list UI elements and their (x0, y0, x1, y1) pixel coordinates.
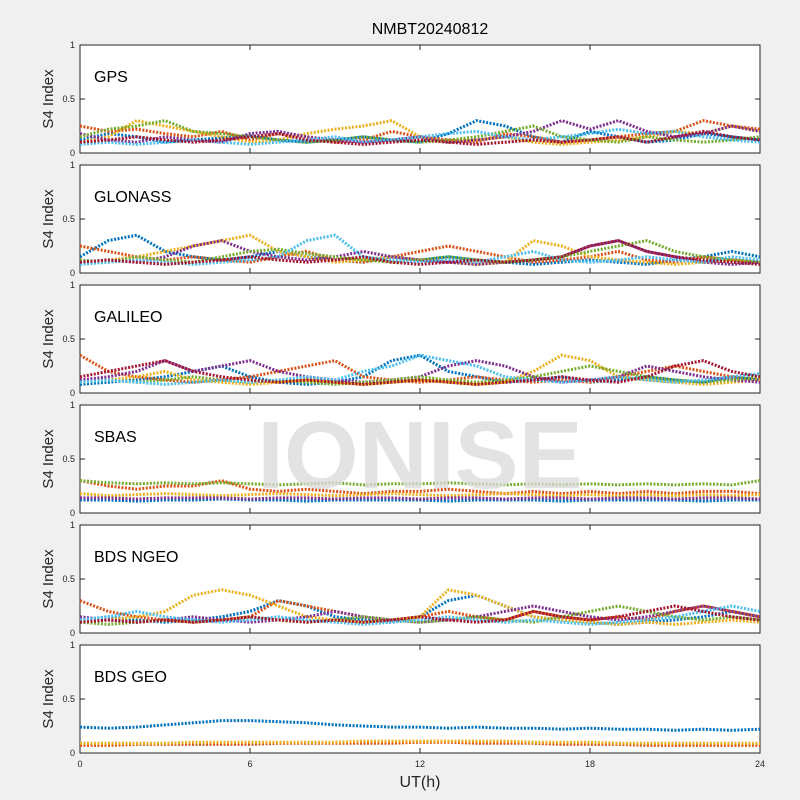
panel-frame (79, 284, 761, 394)
y-tick-label: 0.5 (62, 214, 75, 224)
series-group (79, 119, 761, 146)
y-axis-label: S4 Index (40, 309, 57, 369)
series-2 (79, 119, 761, 144)
series-5 (79, 364, 761, 386)
panel-gps: 0 0.5 1 GPS S4 Index (40, 40, 761, 158)
y-tick-label: 1 (70, 640, 75, 650)
series-7 (79, 129, 761, 146)
y-tick-label: 1 (70, 400, 75, 410)
series-2 (79, 479, 761, 496)
panel-label: GLONASS (94, 189, 171, 206)
panel-label: BDS NGEO (94, 549, 178, 566)
series-5 (79, 479, 761, 487)
x-tick-label: 18 (585, 759, 595, 769)
y-tick-label: 0 (70, 508, 75, 518)
series-1 (79, 119, 761, 144)
y-tick-label: 1 (70, 40, 75, 50)
y-tick-label: 1 (70, 280, 75, 290)
series-5 (79, 119, 761, 144)
y-tick-label: 0 (70, 748, 75, 758)
series-5 (79, 239, 761, 264)
series-2 (79, 244, 761, 264)
y-tick-label: 0.5 (62, 94, 75, 104)
x-axis-label: UT(h) (400, 774, 441, 791)
series-1 (79, 719, 761, 732)
series-3 (79, 492, 761, 498)
x-tick-label: 0 (77, 759, 82, 769)
panel-label: GPS (94, 69, 128, 86)
y-tick-label: 0.5 (62, 694, 75, 704)
series-group (79, 479, 761, 503)
y-tick-label: 1 (70, 160, 75, 170)
y-tick-label: 0.5 (62, 454, 75, 464)
panel-glonass: 0 0.5 1 GLONASS S4 Index (40, 160, 761, 278)
series-6 (79, 233, 761, 266)
panel-bds-ngeo: 0 0.5 1 BDS NGEO S4 Index (40, 520, 761, 638)
panel-bds-geo: 0 0.5 1 BDS GEO S4 Index (40, 640, 761, 758)
y-tick-label: 0.5 (62, 574, 75, 584)
panel-frame (79, 644, 761, 754)
series-7 (79, 239, 761, 266)
x-tick-label: 24 (755, 759, 765, 769)
y-tick-label: 0 (70, 388, 75, 398)
y-axis-label: S4 Index (40, 669, 57, 729)
panel-frame (79, 164, 761, 274)
panel-galileo: 0 0.5 1 GALILEO S4 Index (40, 280, 761, 398)
y-axis-label: S4 Index (40, 429, 57, 489)
y-tick-label: 0 (70, 628, 75, 638)
series-4 (79, 604, 761, 624)
series-group (79, 353, 761, 386)
series-7 (79, 604, 761, 624)
series-3 (80, 739, 760, 745)
series-group (79, 588, 761, 626)
y-tick-label: 0 (70, 148, 75, 158)
series-group (79, 719, 761, 747)
y-axis-label: S4 Index (40, 189, 57, 249)
y-axis-label: S4 Index (40, 69, 57, 129)
panel-label: SBAS (94, 429, 137, 446)
watermark-text: IONISE (257, 402, 582, 509)
panel-label: BDS GEO (94, 669, 167, 686)
series-group (79, 233, 761, 266)
x-tick-label: 6 (247, 759, 252, 769)
series-4 (79, 119, 761, 144)
series-2 (79, 353, 761, 384)
y-tick-label: 0 (70, 268, 75, 278)
x-tick-label: 12 (415, 759, 425, 769)
series-4 (79, 239, 761, 266)
y-axis-label: S4 Index (40, 549, 57, 609)
panels-group: 0 0.5 1 GPS S4 Index 0 0.5 1 GLONASS S4 Index 0 0.5… (40, 40, 765, 769)
series-6 (79, 353, 761, 386)
y-tick-label: 0.5 (62, 334, 75, 344)
panel-sbas: 0 0.5 1 SBAS S4 Index (40, 400, 761, 518)
figure-title: NMBT20240812 (372, 21, 489, 38)
y-tick-label: 1 (70, 520, 75, 530)
series-4 (80, 496, 761, 501)
series-6 (79, 127, 761, 146)
panel-label: GALILEO (94, 309, 162, 326)
series-7 (79, 359, 761, 386)
